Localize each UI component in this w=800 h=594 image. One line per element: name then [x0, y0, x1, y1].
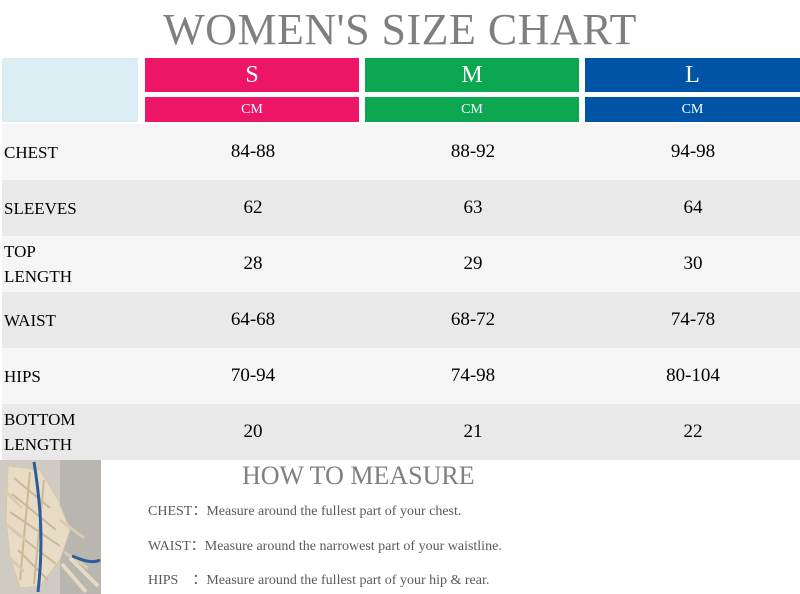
cell-m: 21	[463, 421, 483, 442]
cell-m: 29	[463, 253, 483, 274]
cell-l: 80-104	[666, 365, 720, 386]
table-row-bottom-length: BOTTOM LENGTH 20 21 22	[2, 404, 800, 460]
cell-m: 74-98	[450, 365, 496, 386]
cell-l: 74-78	[670, 309, 716, 330]
size-m-unit: CM	[365, 97, 579, 122]
table-row-chest: CHEST 84-88 88-92 94-98	[2, 124, 800, 180]
row-label: TOP LENGTH	[4, 242, 72, 286]
cell-m: 88-92	[450, 141, 496, 162]
size-l-unit: CM	[585, 97, 800, 122]
hips-instruction: HIPS ：Measure around the fullest part of…	[148, 573, 490, 588]
header-corner-cell	[2, 58, 138, 122]
cell-l: 22	[683, 421, 703, 442]
row-label: CHEST	[4, 142, 58, 162]
row-label: HIPS	[4, 366, 41, 386]
cell-l: 94-98	[670, 141, 716, 162]
table-row-hips: HIPS 70-94 74-98 80-104	[2, 348, 800, 404]
chart-title: WOMEN'S SIZE CHART	[163, 5, 637, 54]
size-s-header: S	[145, 58, 359, 92]
cell-l: 30	[683, 253, 703, 274]
cell-s: 62	[243, 197, 263, 218]
row-label: WAIST	[4, 310, 56, 330]
cell-s: 64-68	[230, 309, 276, 330]
cell-m: 63	[463, 197, 483, 218]
waist-instruction: WAIST：Measure around the narrowest part …	[148, 539, 502, 554]
cell-s: 28	[243, 253, 263, 274]
table-row-waist: WAIST 64-68 68-72 74-78	[2, 292, 800, 348]
cell-s: 70-94	[230, 365, 276, 386]
size-m-header: M	[365, 58, 579, 92]
size-s-unit: CM	[145, 97, 359, 122]
cell-s: 20	[243, 421, 263, 442]
cell-l: 64	[683, 197, 703, 218]
cell-m: 68-72	[450, 309, 496, 330]
row-label: SLEEVES	[4, 198, 77, 218]
table-row-top-length: TOP LENGTH 28 29 30	[2, 236, 800, 292]
cell-s: 84-88	[230, 141, 276, 162]
row-label: BOTTOM LENGTH	[4, 410, 76, 454]
chest-instruction: CHEST：Measure around the fullest part of…	[148, 504, 462, 519]
how-to-measure-title: HOW TO MEASURE	[242, 461, 475, 490]
size-l-header: L	[585, 58, 800, 92]
table-row-sleeves: SLEEVES 62 63 64	[2, 180, 800, 236]
product-photo	[0, 460, 101, 594]
